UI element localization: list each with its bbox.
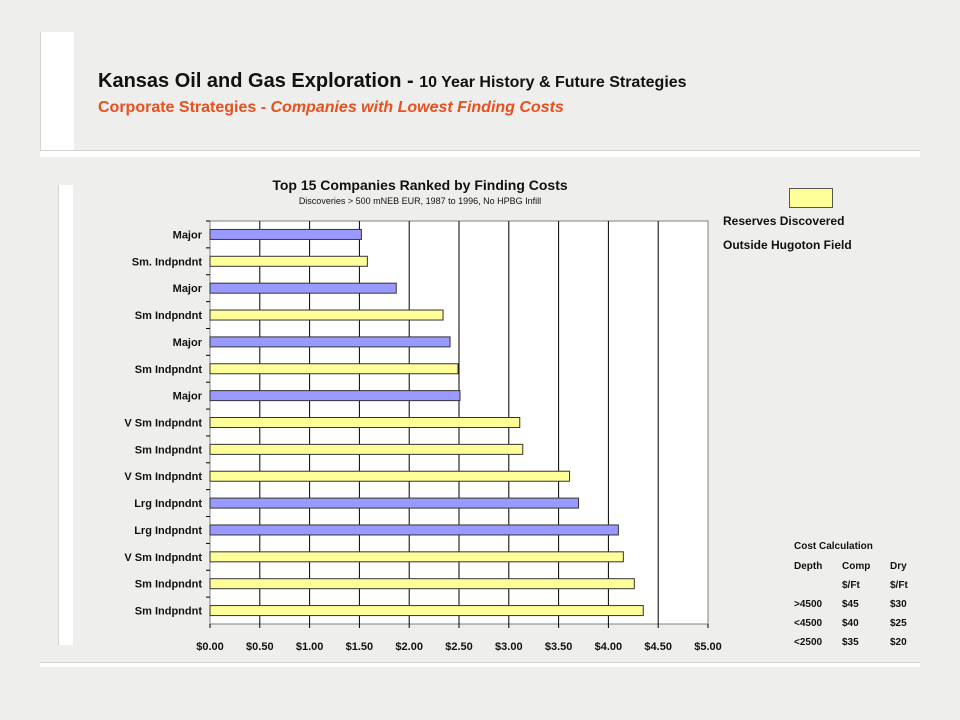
- bar: [209, 497, 580, 509]
- bar: [209, 282, 397, 294]
- page-subtitle: Corporate Strategies - Companies with Lo…: [98, 99, 938, 117]
- page-title: Kansas Oil and Gas Exploration - 10 Year…: [98, 70, 938, 93]
- x-tick-label: $0.50: [246, 641, 274, 653]
- bar: [209, 605, 644, 617]
- cost-table-cell: Depth: [794, 561, 823, 572]
- x-tick-label: $2.50: [445, 641, 473, 653]
- chart-title: Top 15 Companies Ranked by Finding Costs: [272, 177, 568, 193]
- bar: [209, 255, 368, 267]
- cost-table-cell: >4500: [794, 599, 823, 610]
- bar: [209, 336, 451, 348]
- cost-table-cell: $/Ft: [842, 580, 860, 591]
- cost-table-row: Depth Comp Dry: [794, 561, 907, 580]
- cost-table-cell: <4500: [794, 618, 823, 629]
- page-title-main: Kansas Oil and Gas Exploration -: [98, 70, 420, 92]
- x-tick-label: $3.00: [495, 641, 523, 653]
- cost-table-cell: $20: [890, 637, 907, 648]
- category-label: Sm Indpndnt: [135, 310, 203, 322]
- x-tick-label: $0.00: [196, 641, 224, 653]
- cost-table-cell: $/Ft: [890, 580, 908, 591]
- cost-table-row: >4500 $45 $30: [794, 599, 907, 618]
- frame-strip-chart-left: [58, 185, 73, 645]
- category-label: Major: [173, 229, 203, 241]
- cost-table-cell: Comp: [842, 561, 871, 572]
- bar: [209, 578, 635, 590]
- category-label: Major: [173, 337, 203, 349]
- cost-table-row: <2500 $35 $20: [794, 637, 907, 656]
- page-subtitle-italic: Companies with Lowest Finding Costs: [270, 99, 564, 116]
- bar: [209, 363, 459, 375]
- cost-table-row: $/Ft $/Ft: [794, 580, 908, 599]
- x-tick-label: $3.50: [545, 641, 573, 653]
- chart-subtitle: Discoveries > 500 mNEB EUR, 1987 to 1996…: [299, 196, 541, 206]
- bar: [209, 470, 571, 482]
- cost-table-cell: <2500: [794, 637, 823, 648]
- x-tick-label: $1.50: [346, 641, 374, 653]
- cost-table-cell: $45: [842, 599, 859, 610]
- category-label: Lrg Indpndnt: [134, 498, 202, 510]
- category-label: Major: [173, 283, 203, 295]
- category-label: V Sm Indpndnt: [124, 552, 202, 564]
- page-title-rest: 10 Year History & Future Strategies: [419, 74, 687, 91]
- cost-table-title: Cost Calculation: [794, 541, 873, 552]
- bar: [209, 524, 619, 536]
- legend-swatch: [789, 188, 833, 208]
- bar: [209, 443, 524, 455]
- x-tick-label: $4.00: [595, 641, 623, 653]
- cost-calculation-table: Cost Calculation Depth Comp Dry $/Ft $/Ft >…: [794, 541, 908, 656]
- category-label: V Sm Indpndnt: [124, 418, 202, 430]
- cost-table-cell: $30: [890, 599, 907, 610]
- category-label: Sm Indpndnt: [135, 364, 203, 376]
- cost-table-cell: Dry: [890, 561, 907, 572]
- bar: [209, 551, 624, 563]
- category-label: Sm. Indpndnt: [132, 256, 203, 268]
- category-label: Sm Indpndnt: [135, 444, 203, 456]
- page-subtitle-lead: Corporate Strategies -: [98, 99, 271, 116]
- x-tick-label: $2.00: [395, 641, 423, 653]
- x-tick-label: $4.50: [644, 641, 672, 653]
- legend-label-line2: Outside Hugoton Field: [723, 238, 852, 252]
- frame-strip-top-rule: [40, 150, 920, 157]
- category-label: V Sm Indpndnt: [124, 471, 202, 483]
- frame-strip-top-left: [40, 32, 74, 152]
- category-label: Sm Indpndnt: [135, 606, 203, 618]
- x-tick-label: $5.00: [694, 641, 722, 653]
- legend-label-line1: Reserves Discovered: [723, 214, 845, 228]
- cost-table-row: <4500 $40 $25: [794, 618, 907, 637]
- category-label: Major: [173, 391, 203, 403]
- cost-table-cell: $35: [842, 637, 859, 648]
- category-label: Lrg Indpndnt: [134, 525, 202, 537]
- cost-table-cell: $40: [842, 618, 859, 629]
- category-label: Sm Indpndnt: [135, 579, 203, 591]
- cost-table-cell: $25: [890, 618, 907, 629]
- bar: [209, 228, 362, 240]
- x-tick-label: $1.00: [296, 641, 324, 653]
- header: Kansas Oil and Gas Exploration - 10 Year…: [98, 70, 938, 117]
- frame-strip-chart-bottom: [40, 662, 920, 667]
- bar: [209, 309, 444, 321]
- bar: [209, 417, 521, 428]
- bar: [209, 390, 461, 402]
